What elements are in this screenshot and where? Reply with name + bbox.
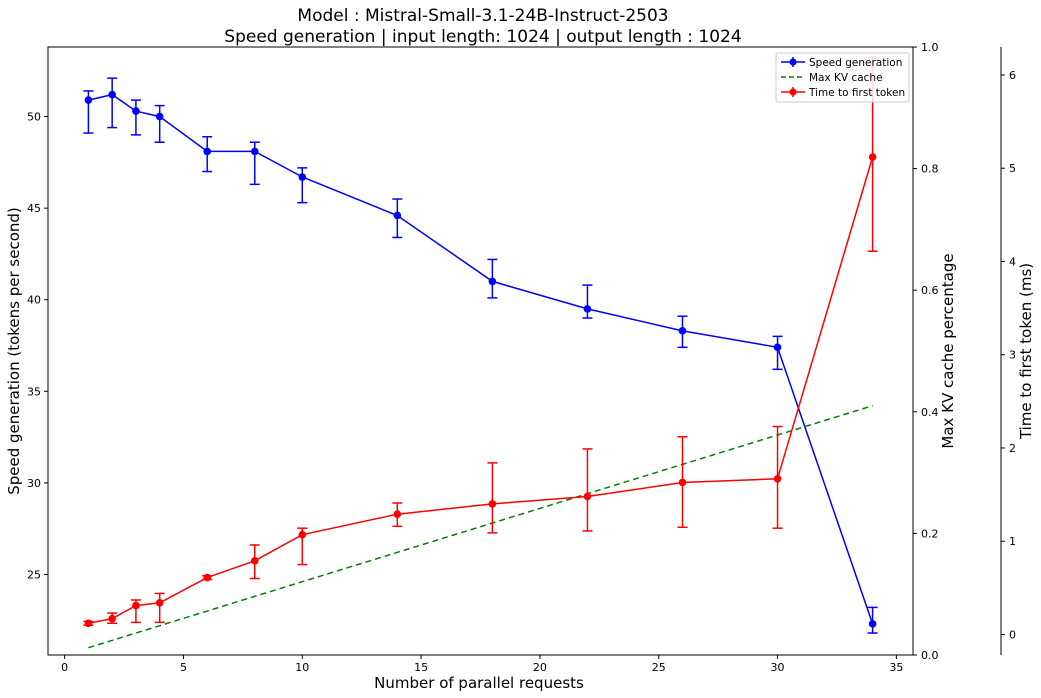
y-ttft-tick-label: 3 — [1009, 349, 1016, 362]
y-kv-tick-label: 0.6 — [921, 284, 939, 297]
legend-item-time-to-first-token: Time to first token — [781, 87, 905, 99]
y-ttft-tick-label: 4 — [1009, 255, 1016, 268]
y-kv-tick-label: 0.8 — [921, 163, 939, 176]
data-point-time-to-first-token — [108, 614, 116, 623]
data-point-speed-generation — [155, 112, 164, 121]
data-point-speed-generation — [132, 107, 140, 115]
series-line-speed-generation — [88, 93, 874, 625]
y-ttft-tick-label: 5 — [1009, 162, 1016, 175]
series-line-time-to-first-token — [88, 156, 874, 625]
x-tick-label: 30 — [771, 661, 785, 674]
data-point-time-to-first-token — [488, 500, 497, 508]
data-point-speed-generation — [298, 173, 307, 181]
legend-label-speed-generation: Speed generation — [809, 57, 902, 69]
errorbar-time-to-first-token — [582, 448, 593, 532]
data-point-time-to-first-token — [298, 530, 307, 539]
data-point-speed-generation — [250, 147, 259, 156]
data-point-time-to-first-token — [84, 619, 93, 628]
y-left-tick-label: 35 — [27, 385, 41, 398]
y-axis-label-kv-cache: Max KV cache percentage — [939, 253, 957, 448]
x-tick-label: 5 — [180, 661, 187, 674]
axes: 0 5 10 15 20 25 30 352530354045500.00.20.40.60.… — [27, 41, 1016, 674]
errorbar-speed-generation — [154, 104, 165, 143]
legend: Speed generation Max KV cache Time to fi… — [775, 52, 910, 103]
y-axis-label-ttft: Time to first token (ms) — [1017, 263, 1035, 440]
series-line-max-kv-cache — [88, 404, 873, 649]
data-point-time-to-first-token — [868, 153, 877, 161]
errorbar-speed-generation — [297, 167, 308, 204]
legend-label-time-to-first-token: Time to first token — [808, 87, 905, 99]
y-left-tick-label: 40 — [27, 294, 41, 307]
y-ttft-tick-label: 6 — [1009, 69, 1016, 82]
y-kv-tick-label: 0.2 — [921, 527, 939, 540]
y-axis-label-left: Speed generation (tokens per second) — [5, 207, 23, 495]
x-tick-label: 0 — [61, 661, 68, 674]
errorbar-speed-generation — [772, 335, 783, 371]
legend-marker-time-to-first-token — [789, 88, 797, 96]
data-point-speed-generation — [868, 620, 877, 628]
series-time-to-first-token — [83, 56, 878, 628]
y-ttft-tick-label: 1 — [1009, 535, 1016, 548]
data-point-speed-generation — [488, 277, 497, 286]
y-left-tick-label: 25 — [27, 568, 41, 581]
errorbar-time-to-first-token — [487, 462, 498, 534]
errorbar-time-to-first-token — [154, 592, 165, 624]
plot-area — [83, 56, 878, 649]
data-point-time-to-first-token — [678, 478, 687, 487]
series-speed-generation — [83, 77, 878, 634]
data-point-time-to-first-token — [393, 510, 402, 518]
y-kv-tick-label: 0.0 — [921, 649, 939, 662]
chart-title: Model : Mistral-Small-3.1-24B-Instruct-2… — [297, 6, 668, 26]
data-point-time-to-first-token — [155, 598, 164, 607]
x-tick-label: 35 — [889, 661, 903, 674]
legend-label-max-kv-cache: Max KV cache — [809, 72, 883, 84]
data-point-time-to-first-token — [132, 601, 140, 610]
data-point-time-to-first-token — [583, 492, 592, 501]
data-point-speed-generation — [773, 343, 782, 352]
y-left-tick-label: 50 — [27, 111, 41, 124]
data-point-speed-generation — [84, 96, 93, 104]
legend-item-speed-generation: Speed generation — [781, 57, 902, 69]
errorbar-speed-generation — [130, 99, 141, 136]
errorbar-speed-generation — [107, 77, 118, 129]
x-tick-label: 15 — [414, 661, 428, 674]
legend-item-max-kv-cache: Max KV cache — [781, 72, 883, 84]
y-kv-tick-label: 0.4 — [921, 406, 939, 419]
plot-frame — [47, 46, 914, 656]
y-ttft-tick-label: 0 — [1009, 628, 1016, 641]
errorbar-speed-generation — [582, 284, 593, 319]
chart-subtitle: Speed generation | input length: 1024 | … — [224, 27, 741, 47]
y-left-tick-label: 30 — [27, 477, 41, 490]
x-tick-label: 20 — [533, 661, 547, 674]
y-kv-tick-label: 1.0 — [921, 41, 939, 54]
data-point-speed-generation — [108, 90, 116, 99]
x-axis-label: Number of parallel requests — [374, 674, 584, 692]
y-ttft-tick-label: 2 — [1009, 442, 1016, 455]
data-point-speed-generation — [678, 327, 687, 335]
series-max-kv-cache — [88, 404, 873, 649]
data-point-speed-generation — [583, 305, 592, 313]
data-point-speed-generation — [393, 211, 402, 220]
data-point-time-to-first-token — [203, 573, 212, 582]
data-point-time-to-first-token — [773, 474, 782, 483]
data-point-speed-generation — [203, 147, 212, 156]
legend-marker-speed-generation — [789, 58, 797, 66]
y-left-tick-label: 45 — [27, 202, 41, 215]
x-tick-label: 25 — [652, 661, 666, 674]
legend-box — [775, 52, 910, 103]
x-tick-label: 10 — [295, 661, 309, 674]
data-point-time-to-first-token — [250, 557, 259, 565]
